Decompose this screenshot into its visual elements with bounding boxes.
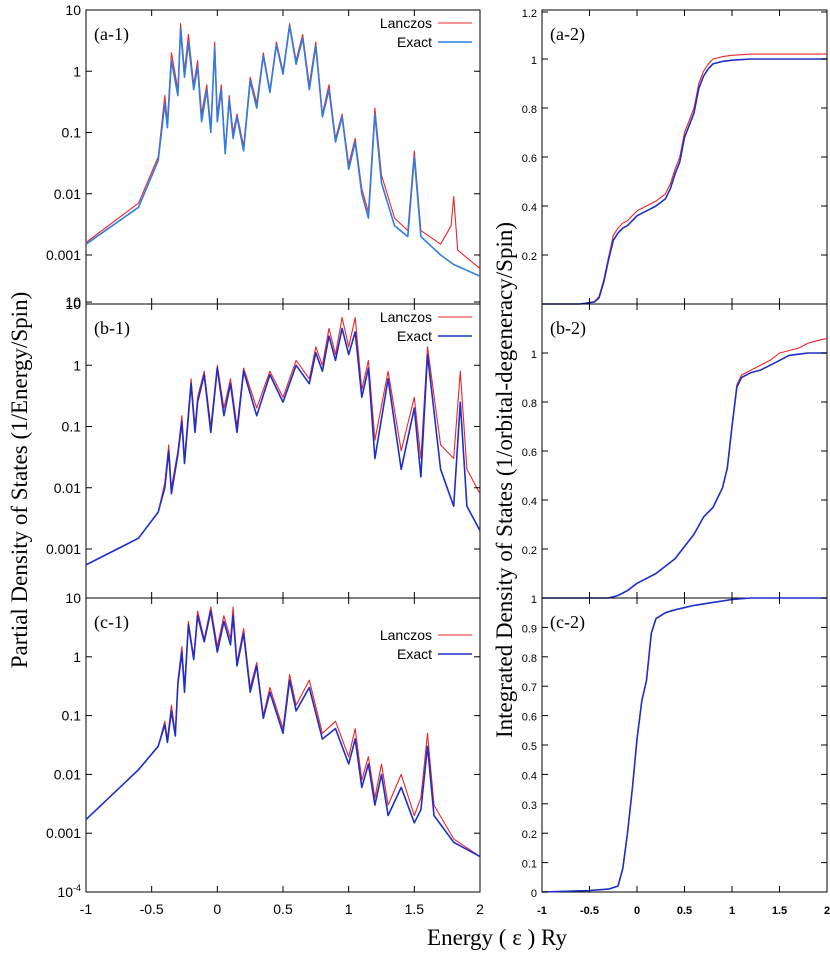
y-tick-label-c-2-7: 0.3 bbox=[522, 800, 537, 812]
y-tick-label-b-2-1: 0.8 bbox=[522, 398, 537, 410]
y-tick-label-c-2-9: 0.1 bbox=[522, 859, 537, 871]
y-tick-label-c-1-0: 10 bbox=[65, 590, 81, 606]
x-tick-label-right-2: 0 bbox=[634, 905, 640, 917]
y-tick-label-a-2-4: 0.4 bbox=[522, 202, 537, 214]
plot-frame-a-1 bbox=[85, 9, 481, 305]
y-tick-label-b-2-2: 0.6 bbox=[522, 447, 537, 459]
y-tick-label-c-1-3: 0.01 bbox=[54, 766, 81, 782]
series-line-a-2-exact bbox=[542, 58, 827, 305]
series-line-b-1-exact bbox=[85, 327, 481, 566]
y-tick-label-b-2-4: 0.2 bbox=[522, 545, 537, 557]
y-tick-label-c-2-1: 0.9 bbox=[522, 623, 537, 635]
x-tick-label-left-3: 0.5 bbox=[273, 901, 293, 917]
y-tick-label-b-2-0: 1 bbox=[531, 349, 537, 361]
panel-label-a-2: (a-2) bbox=[550, 24, 585, 45]
panel-b-2: (b-2) 1 0.8 0.6 0.4 0.2 bbox=[522, 303, 828, 599]
legend-label-b-1-lanczos: Lanczos bbox=[380, 309, 432, 325]
y-tick-label-a-2-1: 1 bbox=[531, 55, 537, 67]
y-tick-label-a-1-5: 10 bbox=[65, 294, 81, 310]
x-axis-title: Energy ( ε ) Ry bbox=[427, 925, 567, 950]
x-tick-label-left-4: 1 bbox=[345, 901, 353, 917]
y-tick-label-c-1-5: 10-4 bbox=[57, 883, 81, 900]
y-tick-label-a-1-2: 0.1 bbox=[62, 125, 82, 141]
x-tick-label-right-0: -1 bbox=[537, 905, 547, 917]
y-tick-label-a-2-0: 1.2 bbox=[522, 8, 537, 20]
x-tick-label-right-1: -0.5 bbox=[580, 905, 599, 917]
y-tick-label-a-1-1: 1 bbox=[73, 63, 81, 79]
panel-a-2: (a-2) 1.2 1 0.8 0.6 0.4 0.2 bbox=[522, 8, 828, 305]
series-line-c-2-lanczos bbox=[541, 597, 827, 893]
x-tick-label-right-3: 0.5 bbox=[677, 905, 692, 917]
y-tick-label-c-2-3: 0.7 bbox=[522, 682, 537, 694]
x-tick-label-right-5: 1.5 bbox=[772, 905, 787, 917]
y-tick-label-c-1-2: 0.1 bbox=[62, 708, 82, 724]
legend-label-b-1-exact: Exact bbox=[397, 328, 432, 344]
legend-label-a-1-lanczos: Lanczos bbox=[380, 15, 432, 31]
x-tick-label-left-0: -1 bbox=[80, 901, 93, 917]
series-line-c-2-exact bbox=[541, 597, 827, 893]
y-tick-label-a-1-0: 10 bbox=[65, 2, 81, 18]
x-tick-label-left-5: 1.5 bbox=[405, 901, 425, 917]
x-tick-label-left-1: -0.5 bbox=[140, 901, 164, 917]
panel-label-b-1: (b-1) bbox=[94, 318, 130, 339]
y-tick-label-a-2-3: 0.6 bbox=[522, 153, 537, 165]
right-y-axis-title: Integrated Density of States (1/orbital-… bbox=[492, 222, 517, 738]
y-tick-label-c-2-10: 0 bbox=[531, 888, 537, 900]
left-y-axis-title: Partial Density of States (1/Energy/Spin… bbox=[7, 292, 32, 668]
y-tick-label-c-2-2: 0.8 bbox=[522, 653, 537, 665]
legend-label-a-1-exact: Exact bbox=[397, 34, 432, 50]
series-line-b-2-lanczos bbox=[542, 337, 828, 599]
y-tick-label-a-1-3: 0.01 bbox=[54, 186, 81, 202]
panels: (a-1)LanczosExact1010.10.010.00110(b-1)L… bbox=[46, 2, 830, 917]
y-tick-label-c-2-6: 0.4 bbox=[522, 770, 537, 782]
x-tick-label-right-4: 1 bbox=[729, 905, 735, 917]
y-tick-label-b-1-2: 0.1 bbox=[62, 419, 82, 435]
y-tick-label-b-1-0: 10 bbox=[65, 296, 81, 312]
y-tick-label-c-1-4: 0.001 bbox=[46, 825, 81, 841]
panel-label-c-2: (c-2) bbox=[550, 612, 585, 633]
legend-label-c-1-exact: Exact bbox=[397, 646, 432, 662]
y-tick-label-c-2-8: 0.2 bbox=[522, 829, 537, 841]
series-line-b-2-exact bbox=[542, 352, 827, 599]
y-tick-label-b-2-3: 0.4 bbox=[522, 496, 537, 508]
series-line-a-2-lanczos bbox=[542, 53, 827, 305]
panel-b-1: (b-1) Lanczos Exact 10 1 0.1 0.01 0.001 bbox=[46, 296, 481, 599]
y-tick-label-c-2-0: 1 bbox=[531, 594, 537, 606]
plot-frame-c-2 bbox=[541, 597, 828, 893]
panel-label-b-2: (b-2) bbox=[550, 318, 586, 339]
panel-label-c-1: (c-1) bbox=[94, 612, 129, 633]
y-tick-label-c-2-4: 0.6 bbox=[522, 712, 537, 724]
legend-label-c-1-lanczos: Lanczos bbox=[380, 627, 432, 643]
panel-c-1: (c-1) Lanczos Exact 10 1 0.1 0.01 0.001 10-4 bbox=[46, 590, 481, 900]
y-tick-label-a-2-5: 0.2 bbox=[522, 251, 537, 263]
series-line-c-1-exact bbox=[85, 610, 481, 858]
plot-frame-b-2 bbox=[541, 303, 828, 599]
x-tick-label-left-6: 2 bbox=[476, 901, 484, 917]
panel-c-2: (c-2) 1 0.9 0.8 0.7 0.6 0.5 0.4 0.3 0.2 0.1 0 bbox=[522, 594, 828, 900]
series-line-a-1-exact bbox=[85, 25, 481, 277]
y-tick-label-c-1-1: 1 bbox=[73, 649, 81, 665]
panel-a-1: (a-1) Lanczos Exact 10 1 0.1 0.01 0.001 10 bbox=[46, 2, 481, 310]
y-tick-label-c-2-5: 0.5 bbox=[522, 741, 537, 753]
y-tick-label-b-1-4: 0.001 bbox=[46, 541, 81, 557]
y-tick-label-a-1-4: 0.001 bbox=[46, 247, 81, 263]
y-tick-label-b-1-1: 1 bbox=[73, 357, 81, 373]
x-tick-label-right-6: 2 bbox=[824, 905, 830, 917]
y-tick-label-a-2-2: 0.8 bbox=[522, 104, 537, 116]
y-tick-label-b-1-3: 0.01 bbox=[54, 480, 81, 496]
panel-label-a-1: (a-1) bbox=[94, 24, 129, 45]
x-tick-label-left-2: 0 bbox=[213, 901, 221, 917]
series-line-b-1-lanczos bbox=[85, 317, 481, 566]
